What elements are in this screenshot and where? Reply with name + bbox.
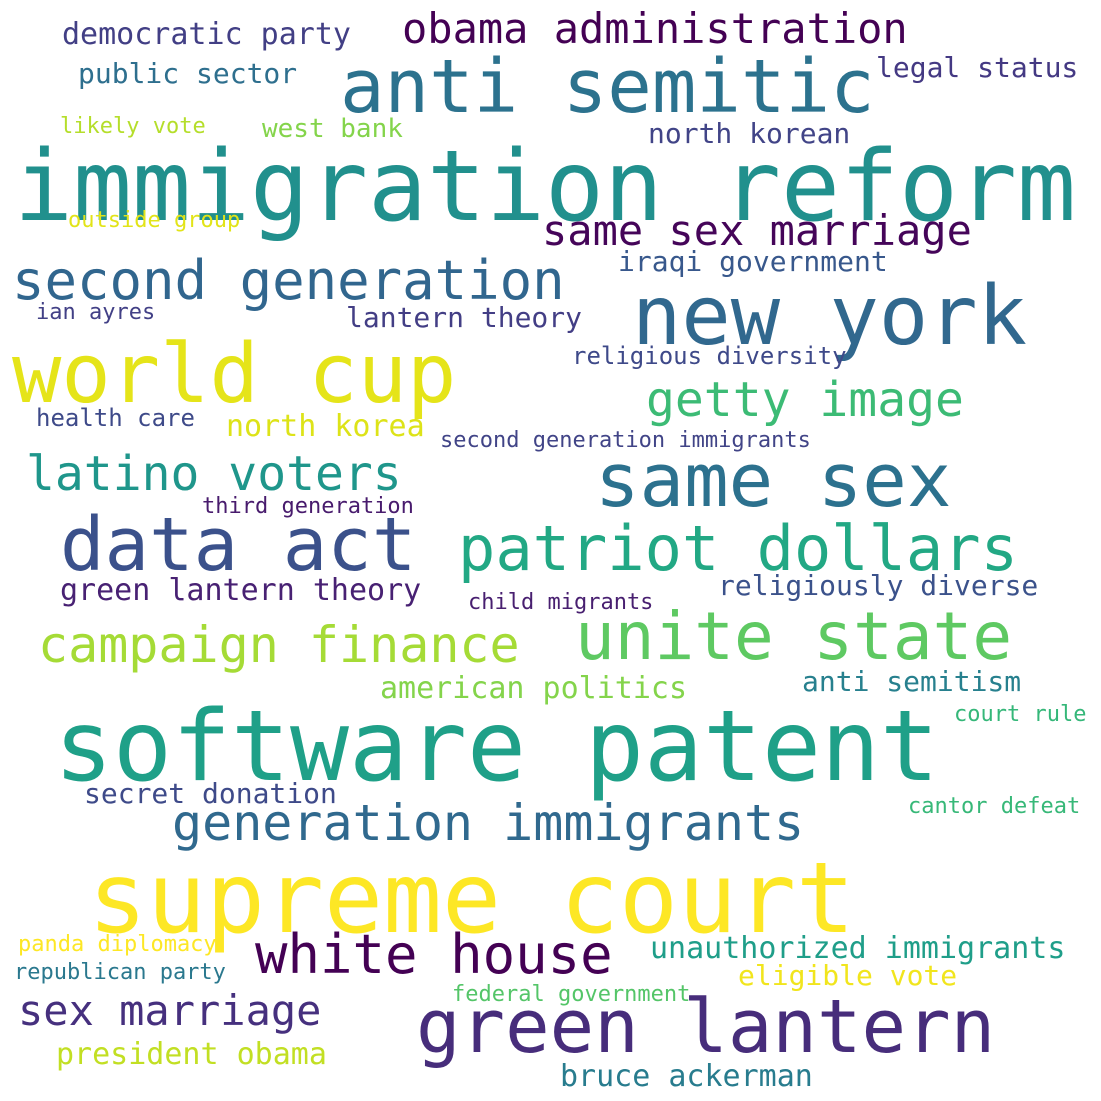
cloud-word: obama administration [402, 4, 908, 53]
cloud-word: immigration reform [14, 130, 1077, 244]
cloud-word: democratic party [62, 17, 351, 52]
cloud-word: iraqi government [618, 245, 888, 278]
cloud-word: unite state [575, 598, 1013, 675]
cloud-word: likely vote [60, 114, 206, 139]
cloud-word: generation immigrants [172, 794, 805, 852]
cloud-word: secret donation [84, 777, 337, 810]
cloud-word: bruce ackerman [560, 1059, 813, 1094]
cloud-word: president obama [56, 1037, 327, 1072]
cloud-word: health care [36, 404, 195, 432]
cloud-word: third generation [202, 494, 414, 519]
cloud-word: second generation [12, 249, 565, 312]
cloud-word: getty image [646, 372, 964, 428]
cloud-word: outside group [68, 208, 241, 233]
cloud-word: anti semitism [802, 665, 1022, 698]
cloud-word: religiously diverse [718, 569, 1039, 602]
cloud-word: world cup [12, 327, 457, 422]
cloud-word: campaign finance [38, 616, 520, 674]
cloud-word: same sex marriage [542, 206, 972, 255]
cloud-word: north korea [226, 409, 425, 444]
cloud-word: green lantern [416, 984, 996, 1070]
cloud-word: court rule [954, 702, 1087, 727]
cloud-word: eligible vote [738, 959, 958, 992]
cloud-word: anti semitic [340, 44, 875, 130]
cloud-word: patriot dollars [458, 512, 1018, 585]
cloud-word: white house [255, 923, 613, 986]
cloud-word: public sector [78, 57, 298, 90]
cloud-word: latino voters [26, 446, 402, 502]
cloud-word: sex marriage [18, 986, 322, 1035]
cloud-word: child migrants [468, 590, 654, 615]
cloud-word: cantor defeat [908, 794, 1081, 819]
cloud-word: lantern theory [346, 301, 583, 334]
cloud-word: second generation immigrants [440, 428, 811, 453]
cloud-word: religious diversity [572, 342, 847, 370]
cloud-word: supreme court [88, 842, 856, 956]
cloud-word: same sex [595, 438, 952, 524]
cloud-word: west bank [262, 114, 403, 144]
cloud-word: data act [60, 502, 417, 588]
cloud-word: ian ayres [36, 300, 156, 325]
cloud-word: software patent [54, 690, 940, 804]
cloud-word: panda diplomacy [18, 932, 217, 957]
cloud-word: unauthorized immigrants [650, 931, 1066, 966]
cloud-word: new york [632, 269, 1027, 364]
cloud-word: green lantern theory [60, 573, 422, 608]
cloud-word: federal government [452, 982, 691, 1007]
cloud-word: legal status [876, 51, 1079, 84]
cloud-word: north korean [648, 117, 851, 150]
cloud-word: american politics [380, 671, 688, 706]
cloud-word: republican party [14, 960, 226, 985]
